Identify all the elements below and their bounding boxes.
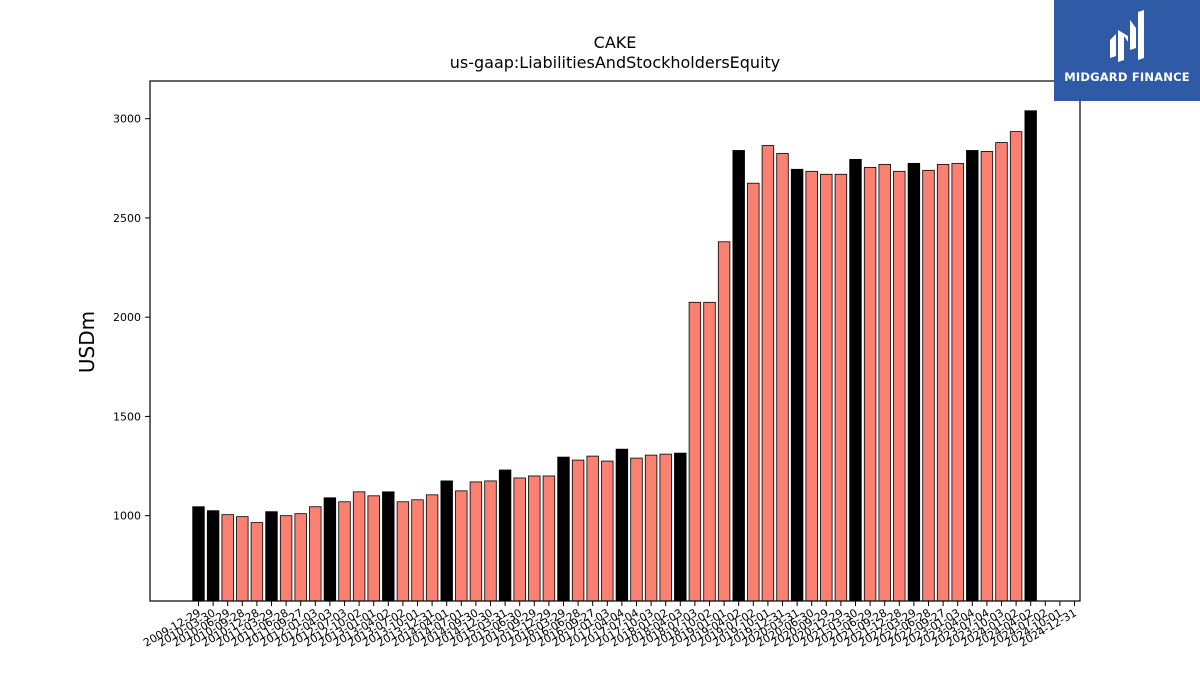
bar: [630, 457, 643, 602]
bar: [309, 506, 322, 602]
bar: [513, 477, 526, 602]
bar: [455, 490, 468, 602]
chart-title: CAKE: [594, 33, 637, 52]
bar: [323, 497, 337, 602]
bar: [936, 163, 950, 602]
bar: [601, 460, 614, 602]
bar: [367, 495, 380, 602]
bar: [352, 491, 366, 602]
bar: [425, 494, 439, 602]
bar: [542, 475, 556, 602]
bar: [250, 522, 264, 602]
bar: [688, 301, 702, 602]
y-tick-label: 2500: [113, 212, 141, 225]
bar: [586, 455, 599, 602]
y-axis-label: USDm: [75, 311, 99, 373]
bar: [279, 515, 293, 602]
bar: [863, 166, 877, 602]
bar: [747, 182, 760, 602]
bar: [484, 480, 497, 602]
bar: [995, 142, 1008, 602]
bar: [411, 499, 424, 602]
logo-text: MIDGARD FINANCE: [1064, 70, 1190, 84]
bar: [717, 241, 731, 602]
bar: [440, 480, 453, 602]
bar: [703, 301, 716, 602]
midgard-logo-icon: [1110, 10, 1144, 62]
y-tick-label: 1000: [113, 510, 141, 523]
bar: [469, 481, 483, 602]
bar: [528, 475, 541, 602]
bar: [1009, 131, 1023, 602]
bar: [265, 511, 278, 602]
bar: [1024, 110, 1037, 602]
bar: [206, 510, 220, 602]
bar: [192, 506, 205, 602]
x-axis-ticks: 2009-12-292010-03-302010-06-292010-09-28…: [141, 601, 1079, 650]
bar: [659, 453, 672, 602]
bar: [396, 501, 410, 602]
plot-frame: [149, 80, 1081, 602]
bar: [878, 163, 891, 602]
bar: [790, 168, 804, 602]
bar: [294, 513, 307, 602]
bar: [732, 150, 745, 602]
bar: [644, 454, 658, 602]
bar: [674, 452, 687, 602]
bar: [382, 491, 395, 602]
bar: [338, 501, 351, 602]
brand-logo: MIDGARD FINANCE: [1054, 0, 1200, 101]
bar: [820, 173, 833, 602]
bar: [557, 456, 570, 602]
bar: [221, 514, 234, 602]
bar: [498, 469, 512, 602]
bar: [761, 145, 775, 602]
bar: [571, 459, 585, 602]
bar: [951, 162, 964, 602]
y-tick-label: 1500: [113, 410, 141, 423]
bar: [615, 448, 629, 602]
bar: [776, 153, 789, 602]
bar: [805, 170, 818, 602]
bar: [236, 516, 249, 602]
y-tick-label: 2000: [113, 311, 141, 324]
bar: [834, 173, 848, 602]
bar: [849, 158, 862, 602]
y-axis-ticks: 1000 1500 2000 2500 3000: [113, 113, 150, 523]
bar: [907, 162, 921, 602]
bar: [893, 170, 906, 602]
y-tick-label: 3000: [113, 113, 141, 126]
bars-group: [192, 110, 1037, 602]
bar: [922, 169, 935, 602]
chart-subtitle: us-gaap:LiabilitiesAndStockholdersEquity: [450, 53, 781, 72]
bar: [966, 150, 979, 602]
bar: [980, 151, 994, 602]
